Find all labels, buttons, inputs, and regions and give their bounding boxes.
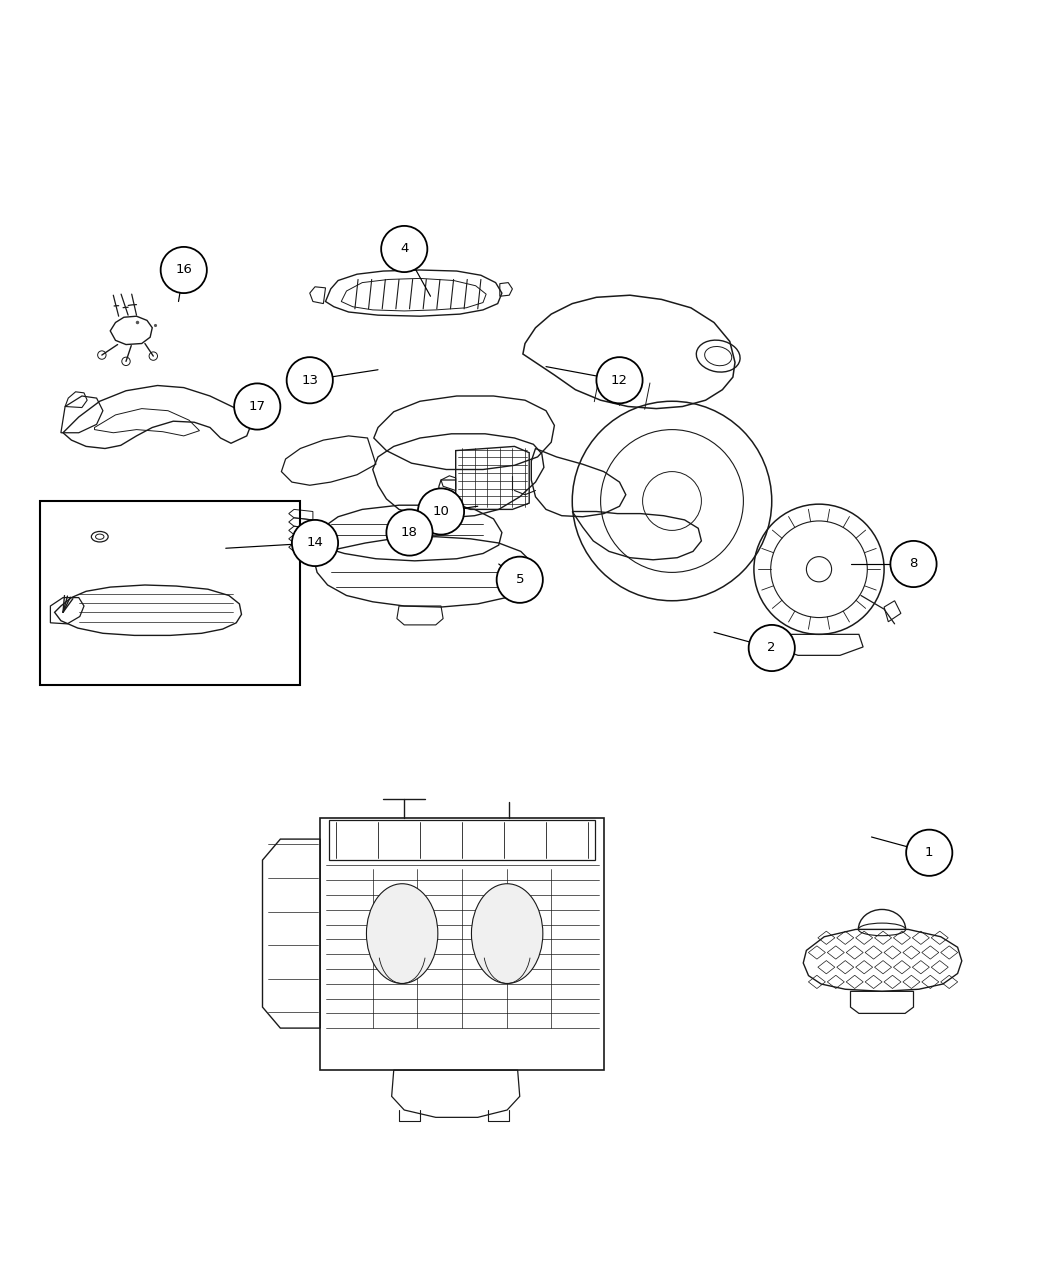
Text: 16: 16 [175,264,192,277]
Ellipse shape [471,884,543,983]
Text: 4: 4 [400,242,408,255]
Bar [320,819,604,1070]
Text: 18: 18 [401,527,418,539]
Text: 17: 17 [249,400,266,413]
Circle shape [890,541,937,587]
Circle shape [418,488,464,534]
Circle shape [287,357,333,403]
Text: 2: 2 [768,641,776,654]
Text: 5: 5 [516,574,524,586]
Text: 12: 12 [611,374,628,386]
Circle shape [906,830,952,876]
Circle shape [749,625,795,671]
Circle shape [386,510,433,556]
Bar [329,820,595,861]
Circle shape [497,557,543,603]
Circle shape [292,520,338,566]
Text: 13: 13 [301,374,318,386]
Text: 1: 1 [925,847,933,859]
Bar [40,501,300,685]
Circle shape [381,226,427,272]
Ellipse shape [366,884,438,983]
Text: 8: 8 [909,557,918,570]
Text: 10: 10 [433,505,449,518]
Text: 14: 14 [307,537,323,550]
Circle shape [234,384,280,430]
Circle shape [596,357,643,403]
Circle shape [161,247,207,293]
